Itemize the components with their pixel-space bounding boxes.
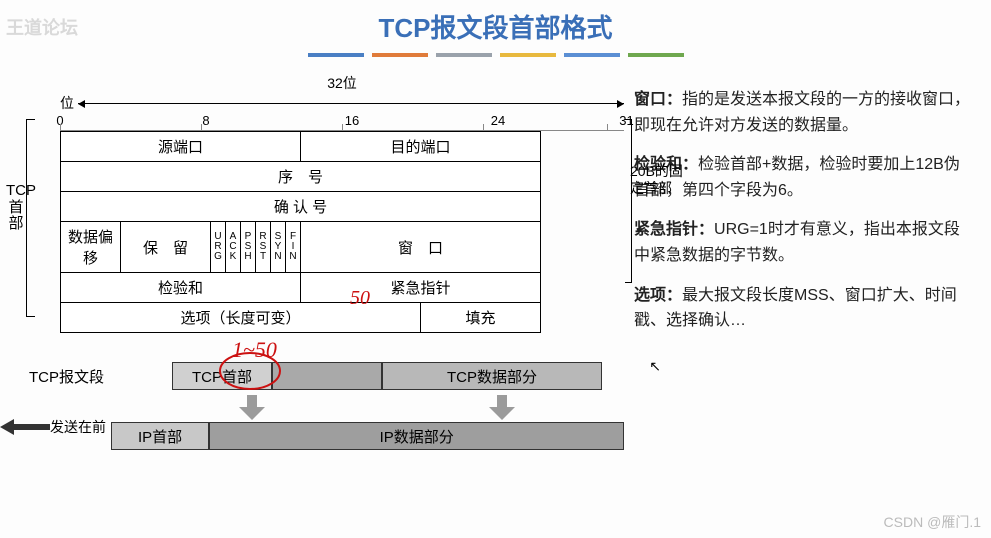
arrow-down-icon bbox=[237, 395, 267, 421]
ruler-arrow: 位 bbox=[60, 93, 624, 113]
tick-marks bbox=[60, 113, 624, 131]
annotation-50: 50 bbox=[350, 287, 370, 310]
diagram-panel: TCP首部 20B的固定首部 32位 位 08162431 源端口目的端口序 号… bbox=[0, 69, 630, 455]
tcp-header-table: 源端口目的端口序 号确 认 号数据偏移保 留URGACKPSHRSTSYNFIN… bbox=[60, 131, 541, 333]
tcp-segment-label: TCP报文段 bbox=[2, 366, 112, 387]
header-cell: 紧急指针 bbox=[301, 273, 541, 303]
bit-word: 位 bbox=[60, 93, 74, 113]
header-cell: 数据偏移 bbox=[61, 222, 121, 273]
main-area: TCP首部 20B的固定首部 32位 位 08162431 源端口目的端口序 号… bbox=[0, 69, 991, 455]
cursor-icon: ↖ bbox=[649, 358, 661, 375]
ruler-width-label: 32位 bbox=[60, 73, 624, 93]
down-arrows bbox=[117, 395, 624, 421]
watermark: 王道论坛 bbox=[6, 14, 78, 40]
ip-header-box: IP首部 bbox=[111, 422, 210, 450]
header-cell: 填充 bbox=[421, 303, 541, 333]
arrow-down-icon bbox=[487, 395, 517, 421]
page-title: TCP报文段首部格式 bbox=[0, 8, 991, 45]
header-cell: 确 认 号 bbox=[61, 192, 541, 222]
send-label: 发送在前 bbox=[50, 417, 106, 437]
title-underline bbox=[0, 53, 991, 57]
notes-panel: 窗口：指的是发送本报文段的一方的接收窗口，即现在允许对方发送的数据量。 检验和：… bbox=[630, 69, 980, 455]
note-urgent: 紧急指针：URG=1时才有意义，指出本报文段中紧急数据的字节数。 bbox=[634, 217, 972, 268]
header-cell: ACK bbox=[226, 222, 241, 273]
arrow-left-icon bbox=[0, 419, 50, 435]
header-cell: RST bbox=[256, 222, 271, 273]
left-brace bbox=[26, 119, 36, 317]
segment-area: 1~50 TCP报文段 TCP首部 TCP数据部分 IP首部 IP数据 bbox=[2, 361, 624, 451]
header-cell: FIN bbox=[286, 222, 301, 273]
note-window: 窗口：指的是发送本报文段的一方的接收窗口，即现在允许对方发送的数据量。 bbox=[634, 87, 972, 138]
header-cell: 保 留 bbox=[121, 222, 211, 273]
scribble-circle bbox=[212, 347, 292, 393]
ip-data-box: IP数据部分 bbox=[209, 422, 624, 450]
right-brace bbox=[624, 119, 632, 283]
fixed-20b-label: 20B的固定首部 bbox=[630, 163, 686, 197]
header-cell: 序 号 bbox=[61, 162, 541, 192]
footer-credit: CSDN @雁门.1 bbox=[884, 512, 981, 532]
header-cell: 源端口 bbox=[61, 132, 301, 162]
header-cell: 检验和 bbox=[61, 273, 301, 303]
send-direction: 发送在前 bbox=[0, 417, 106, 437]
tcp-header-side-label: TCP首部 bbox=[6, 183, 26, 233]
header-cell: SYN bbox=[271, 222, 286, 273]
header-cell: PSH bbox=[241, 222, 256, 273]
header-cell: 窗 口 bbox=[301, 222, 541, 273]
header-cell: 目的端口 bbox=[301, 132, 541, 162]
note-options: 选项：最大报文段长度MSS、窗口扩大、时间戳、选择确认… bbox=[634, 283, 972, 334]
tcp-data-box: TCP数据部分 bbox=[382, 362, 602, 390]
header-cell: URG bbox=[211, 222, 226, 273]
